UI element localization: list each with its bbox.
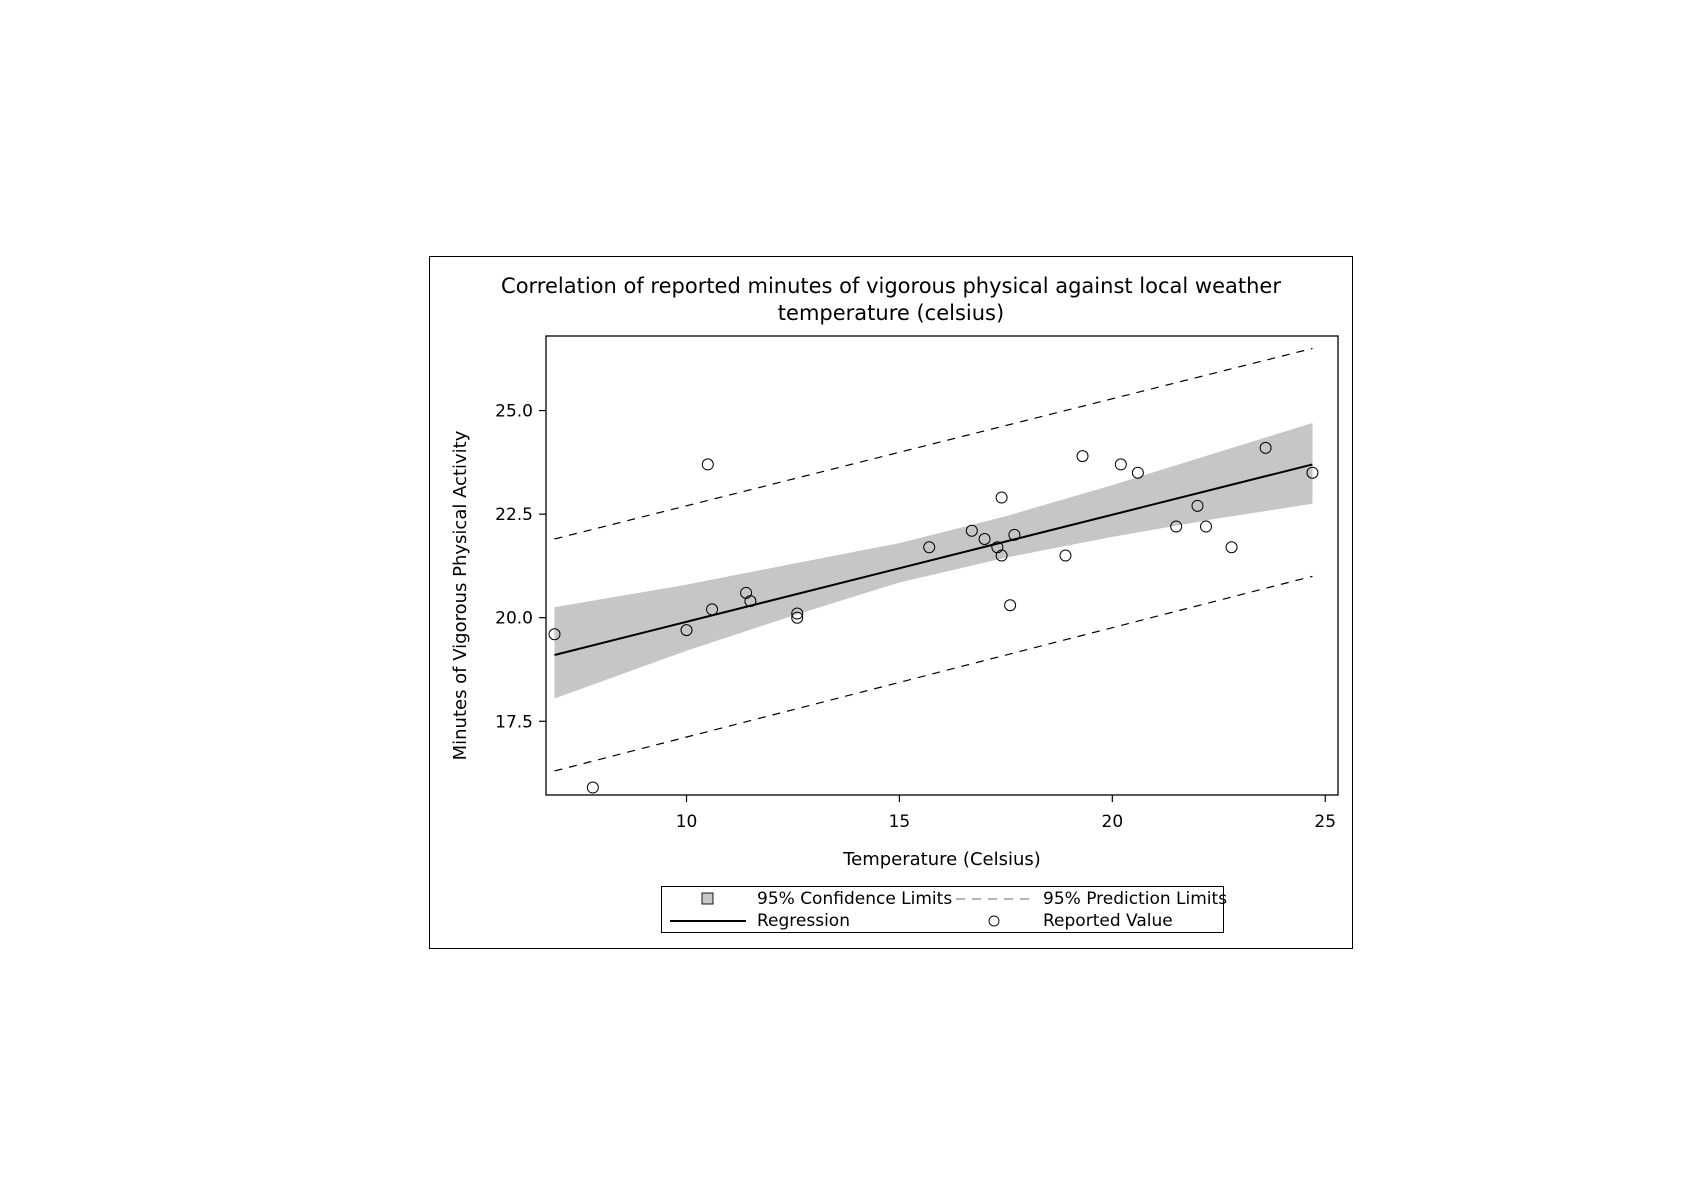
- data-point: [1259, 441, 1272, 454]
- data-point: [1225, 541, 1238, 554]
- data-point: [548, 628, 561, 641]
- y-axis-title: Minutes of Vigorous Physical Activity: [450, 430, 471, 760]
- x-tick-label: 20: [1102, 812, 1124, 832]
- data-point: [1004, 599, 1017, 612]
- data-point: [701, 458, 714, 471]
- confidence-band: [554, 423, 1313, 699]
- data-point: [1131, 466, 1144, 479]
- x-tick-label: 10: [676, 812, 698, 832]
- data-point: [744, 595, 757, 608]
- legend: 95% Confidence Limits 95% Prediction Lim…: [661, 886, 1228, 933]
- data-point: [1200, 520, 1212, 533]
- x-tick-label: 15: [889, 812, 911, 832]
- legend-label-prediction: 95% Prediction Limits: [1043, 889, 1228, 909]
- data-point: [706, 603, 719, 616]
- data-point: [1170, 520, 1183, 533]
- x-tick-label: 25: [1314, 812, 1336, 832]
- y-tick-label: 20.0: [495, 609, 533, 629]
- regression-line: [554, 463, 1313, 656]
- y-tick-label: 25.0: [495, 402, 533, 422]
- data-point: [680, 624, 693, 637]
- data-point: [995, 491, 1008, 504]
- data-point: [978, 532, 991, 545]
- data-point: [1191, 499, 1204, 512]
- legend-label-confidence: 95% Confidence Limits: [757, 889, 953, 909]
- square-icon: [701, 892, 714, 905]
- chart-title: Correlation of reported minutes of vigor…: [501, 274, 1281, 298]
- data-point: [923, 541, 936, 554]
- data-point: [965, 524, 978, 537]
- prediction-limit-upper: [554, 347, 1313, 540]
- data-point: [1114, 458, 1127, 471]
- legend-label-reported: Reported Value: [1043, 911, 1173, 931]
- y-tick-label: 22.5: [495, 505, 533, 525]
- y-tick-label: 17.5: [495, 712, 533, 732]
- data-point: [586, 781, 599, 794]
- solid-line-icon: [670, 920, 746, 922]
- chart-subtitle: temperature (celsius): [777, 301, 1005, 325]
- legend-label-regression: Regression: [757, 911, 850, 931]
- data-point: [995, 549, 1008, 562]
- data-point: [791, 611, 804, 624]
- data-point: [1306, 466, 1319, 479]
- data-point: [1008, 528, 1021, 541]
- prediction-limit-lower: [554, 575, 1313, 772]
- data-point: [1076, 450, 1089, 463]
- x-axis-title: Temperature (Celsius): [842, 849, 1041, 870]
- data-point: [1059, 549, 1072, 562]
- plot-area-frame: [545, 335, 1339, 796]
- circle-icon: [988, 915, 1000, 927]
- data-point: [791, 607, 804, 620]
- dashed-line-icon: [956, 898, 1032, 900]
